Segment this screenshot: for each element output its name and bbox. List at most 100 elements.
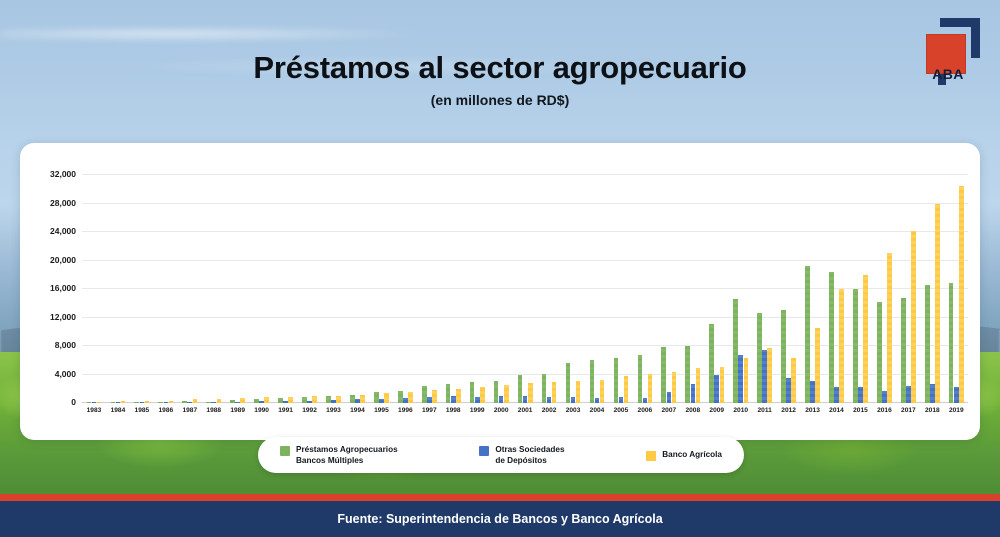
x-axis-tick-label: 1990 — [254, 407, 269, 414]
bar-group: 2019 — [944, 175, 968, 414]
bar — [326, 395, 331, 403]
bar — [599, 379, 605, 403]
x-axis-tick-label: 2005 — [613, 407, 629, 414]
bar — [757, 313, 762, 403]
bar — [115, 402, 121, 403]
y-axis-tick-label: 20,000 — [50, 254, 76, 265]
cloud-wisp — [0, 26, 430, 42]
bar — [474, 396, 480, 403]
legend-label: Banco Agrícola — [662, 450, 722, 459]
x-axis-tick-label: 1987 — [182, 407, 198, 414]
bar — [863, 274, 868, 403]
bar — [805, 265, 810, 403]
x-axis-tick-label: 2008 — [685, 407, 701, 414]
bar-group: 2001 — [513, 175, 537, 414]
bar — [408, 391, 413, 403]
cloud-wisp-secondary — [120, 60, 640, 72]
bar — [421, 385, 427, 403]
x-axis-tick-label: 1991 — [278, 407, 293, 414]
chart-card: 0 4,000 8,000 12,000 16,000 20,000 24,000 28,00… — [20, 143, 980, 440]
bar — [91, 402, 97, 403]
bar — [427, 396, 432, 403]
bar — [959, 186, 964, 403]
bar — [642, 398, 648, 403]
bar — [120, 401, 126, 403]
bar — [743, 358, 749, 403]
bar — [647, 373, 653, 403]
y-axis-tick-label: 32,000 — [50, 169, 76, 179]
bar — [935, 203, 940, 403]
bar-group: 2009 — [705, 175, 729, 414]
legend-label: Préstamos Agropecuarios Bancos Múltiples — [296, 444, 398, 465]
page-subtitle: (en millones de RD$) — [430, 92, 570, 108]
gridline: 4,000 — [55, 369, 968, 379]
y-axis-tick-label: 12,000 — [50, 311, 76, 322]
bar-group: 1985 — [130, 175, 154, 414]
legend-swatch — [280, 445, 290, 456]
bar-group: 1993 — [322, 175, 346, 414]
y-axis-tick-label: 4,000 — [54, 368, 76, 379]
bar-group: 1998 — [441, 175, 465, 414]
bar — [791, 358, 796, 403]
bar — [887, 253, 892, 403]
bar — [355, 399, 360, 403]
x-axis-tick-label: 2001 — [517, 407, 533, 414]
bar — [575, 380, 581, 403]
x-axis-tick-label: 1983 — [86, 407, 102, 414]
bar — [312, 396, 317, 403]
bar — [216, 399, 222, 403]
bar — [456, 388, 461, 403]
bar — [695, 368, 701, 403]
bar — [254, 399, 259, 403]
bar-group: 2012 — [777, 175, 801, 414]
bar-group: 1992 — [298, 175, 322, 414]
bar-group: 2004 — [585, 175, 609, 414]
x-axis-tick-label: 2014 — [829, 407, 844, 414]
bar — [360, 395, 365, 403]
x-axis-tick-label: 1984 — [110, 407, 126, 414]
bar-group: 1996 — [393, 175, 417, 414]
bar-group: 1984 — [106, 175, 130, 414]
bar-group: 2014 — [825, 175, 849, 414]
bar — [469, 382, 475, 403]
bar — [781, 310, 786, 403]
logo-square-icon — [926, 34, 966, 74]
bar — [283, 401, 288, 403]
x-axis-tick-label: 2016 — [877, 407, 892, 414]
x-axis-tick-label: 1985 — [134, 407, 150, 414]
bar — [336, 395, 341, 403]
logo-text: ABA — [932, 66, 964, 82]
gridline: 8,000 — [55, 340, 968, 350]
bar — [618, 397, 624, 403]
bar-group: 2010 — [729, 175, 753, 414]
chart-legend: Préstamos Agropecuarios Bancos Múltiples… — [258, 437, 744, 473]
x-axis-tick-label: 2018 — [924, 407, 940, 414]
bar-group: 2007 — [657, 175, 681, 414]
x-axis-tick-label: 2009 — [709, 407, 725, 414]
gridline: 32,000 — [50, 169, 968, 179]
bar — [168, 400, 174, 403]
bar — [738, 354, 743, 403]
bar — [182, 401, 187, 403]
bar-groups: 1983 1984 1985 1986 1987 1988 1989 1990 1991 1992… — [82, 175, 968, 414]
legend-item: Banco Agrícola — [646, 449, 722, 461]
bar — [503, 385, 509, 403]
bar — [685, 346, 690, 403]
bar-group: 1995 — [369, 175, 393, 414]
bar — [565, 363, 571, 403]
bar-group: 2015 — [849, 175, 873, 414]
footer-bar: Fuente: Superintendencia de Bancos y Ban… — [0, 501, 1000, 537]
bar — [900, 297, 906, 403]
legend-swatch — [646, 451, 657, 461]
x-axis-tick-label: 1999 — [469, 407, 485, 414]
legend-item: Otras Sociedades de Depósitos — [479, 444, 565, 466]
gridline: 24,000 — [50, 226, 968, 236]
bar — [762, 350, 767, 403]
bar — [853, 289, 858, 403]
bar — [589, 360, 595, 403]
bar — [810, 380, 815, 403]
y-axis-tick-label: 0 — [71, 397, 76, 407]
bar — [307, 400, 312, 403]
x-axis-tick-label: 2002 — [541, 407, 557, 414]
bar-group: 2017 — [896, 175, 920, 414]
